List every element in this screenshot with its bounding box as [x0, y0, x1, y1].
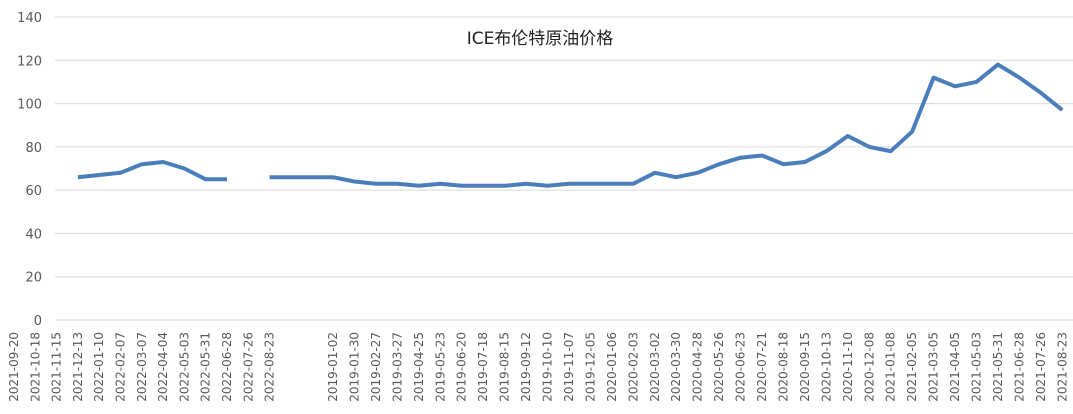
x-tick-label: 2022-01-10	[92, 332, 106, 402]
x-tick-label: 2019-01-30	[347, 332, 361, 402]
x-tick-label: 2021-02-05	[905, 332, 919, 402]
x-tick-label: 2019-01-02	[326, 332, 340, 402]
x-tick-label: 2019-03-27	[390, 332, 404, 402]
x-tick-label: 2021-05-03	[970, 332, 984, 402]
y-tick-label: 120	[17, 54, 42, 69]
x-tick-label: 2019-05-23	[433, 332, 447, 402]
x-tick-label: 2021-04-05	[948, 332, 962, 402]
x-tick-label: 2021-07-26	[1034, 332, 1048, 402]
x-tick-label: 2022-05-31	[199, 332, 213, 402]
line	[77, 62, 1064, 188]
x-tick-label: 2021-05-31	[991, 332, 1005, 402]
x-tick-label: 2022-04-04	[156, 332, 170, 402]
y-tick-label: 100	[17, 98, 42, 113]
x-tick-label: 2019-10-10	[541, 332, 555, 402]
x-tick-label: 2019-12-05	[583, 332, 597, 402]
y-tick-label: 140	[17, 11, 42, 26]
x-tick-label: 2019-02-27	[369, 332, 383, 402]
x-tick-label: 2019-09-12	[519, 332, 533, 402]
x-tick-label: 2021-10-18	[28, 332, 42, 402]
x-tick-label: 2022-03-07	[135, 332, 149, 402]
x-tick-label: 2020-01-06	[605, 332, 619, 402]
y-tick-label: 60	[25, 184, 42, 199]
x-tick-label: 2020-05-26	[712, 332, 726, 402]
x-tick-label: 2021-12-13	[71, 332, 85, 402]
x-tick-label: 2020-06-23	[734, 332, 748, 402]
x-tick-label: 2019-06-20	[455, 332, 469, 402]
chart-title: ICE布伦特原油价格	[467, 29, 614, 49]
y-tick-label: 20	[25, 271, 42, 286]
x-tick-label: 2022-08-23	[263, 332, 277, 402]
x-tick-label: 2020-09-15	[798, 332, 812, 402]
y-tick-label: 80	[25, 141, 42, 156]
x-tick-label: 2019-04-25	[412, 332, 426, 402]
x-tick-label: 2020-10-13	[819, 332, 833, 402]
x-tick-label: 2020-02-03	[626, 332, 640, 402]
x-tick-label: 2021-01-08	[884, 332, 898, 402]
x-tick-label: 2020-11-10	[841, 332, 855, 402]
x-tick-label: 2020-12-08	[862, 332, 876, 402]
x-tick-label: 2021-08-23	[1055, 332, 1069, 402]
x-tick-label: 2022-05-03	[177, 332, 191, 402]
x-tick-label: 2021-11-15	[50, 332, 64, 402]
x-tick-label: 2019-08-15	[498, 332, 512, 402]
x-tick-label: 2021-09-20	[7, 332, 21, 402]
x-tick-label: 2019-07-18	[476, 332, 490, 402]
x-tick-label: 2020-03-02	[648, 332, 662, 402]
y-tick-label: 40	[25, 227, 42, 242]
x-tick-label: 2020-07-21	[755, 332, 769, 402]
x-tick-label: 2020-04-28	[691, 332, 705, 402]
x-tick-label: 2022-06-28	[220, 332, 234, 402]
x-tick-label: 2022-02-07	[114, 332, 128, 402]
x-tick-label: 2021-03-05	[927, 332, 941, 402]
x-tick-label: 2020-08-18	[776, 332, 790, 402]
x-tick-label: 2019-11-07	[562, 332, 576, 402]
x-tick-label: 2021-06-28	[1012, 332, 1026, 402]
y-tick-label: 0	[34, 314, 42, 329]
x-tick-label: 2020-03-30	[669, 332, 683, 402]
x-tick-label: 2022-07-26	[241, 332, 255, 402]
